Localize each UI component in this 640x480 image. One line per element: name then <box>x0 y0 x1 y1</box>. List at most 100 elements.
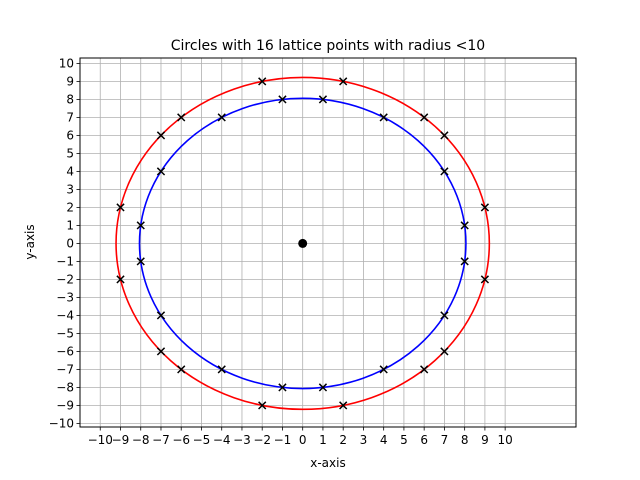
lattice-point-marker <box>156 131 166 140</box>
marker-stroke <box>116 203 125 212</box>
x-tick-label: 10 <box>498 433 513 447</box>
marker-stroke <box>156 167 166 176</box>
y-tick-label: −3 <box>56 291 74 305</box>
y-tick-label: 10 <box>59 57 74 71</box>
x-tick-label: 7 <box>441 433 449 447</box>
marker-stroke <box>258 77 267 86</box>
y-tick-label: −2 <box>56 273 74 287</box>
x-tick-label: −3 <box>233 433 251 447</box>
lattice-point-marker <box>339 77 348 86</box>
marker-stroke <box>136 221 145 230</box>
marker-stroke <box>217 365 226 374</box>
lattice-point-marker <box>420 365 429 374</box>
lattice-point-marker <box>440 167 449 176</box>
x-tick-label: 4 <box>380 433 388 447</box>
marker-stroke <box>460 257 469 266</box>
lattice-point-marker <box>318 383 328 392</box>
marker-stroke <box>440 167 449 176</box>
x-tick-label: −7 <box>152 433 170 447</box>
circle-r2-65 <box>138 97 467 390</box>
marker-stroke <box>339 77 348 86</box>
origin-marker <box>298 238 308 248</box>
x-tick-label: −8 <box>132 433 150 447</box>
x-tick-label: −9 <box>112 433 130 447</box>
lattice-point-marker <box>318 95 328 104</box>
lattice-point-marker <box>156 167 166 176</box>
grid <box>80 58 576 427</box>
marker-stroke <box>278 95 287 104</box>
y-tick-label: 2 <box>66 201 74 215</box>
lattice-point-marker <box>217 365 226 374</box>
marker-stroke <box>339 401 348 410</box>
marker-stroke <box>136 257 145 266</box>
marker-stroke <box>440 311 449 320</box>
y-tick-label: 5 <box>66 147 74 161</box>
y-tick-label: −6 <box>56 345 74 359</box>
marker-stroke <box>440 347 449 356</box>
lattice-point-marker <box>339 401 348 410</box>
y-tick-label: −10 <box>49 417 74 431</box>
x-tick-label: −2 <box>253 433 271 447</box>
y-tick-label: −9 <box>56 399 74 413</box>
lattice-point-marker <box>440 311 449 320</box>
x-tick-label: 0 <box>299 433 307 447</box>
y-tick-label: 7 <box>66 111 74 125</box>
lattice-point-marker <box>217 113 226 122</box>
x-axis-label: x-axis <box>310 456 345 470</box>
lattice-point-marker <box>177 365 186 374</box>
x-tick-label: −10 <box>88 433 113 447</box>
marker-stroke <box>177 365 186 374</box>
marker-stroke <box>258 401 267 410</box>
y-tick-label: 4 <box>66 165 74 179</box>
x-tick-label: 8 <box>461 433 469 447</box>
lattice-point-marker <box>156 347 166 356</box>
axis-ticks: −10−9 −8 −7 −6 −5 −4 −3 −2 −1 0 1 2 3 4 5 6 7 8 9 10−10−9−8… <box>49 57 513 447</box>
x-tick-label: 5 <box>400 433 408 447</box>
lattice-point-marker <box>480 275 490 284</box>
y-tick-label: −8 <box>56 381 74 395</box>
lattice-points <box>116 77 490 410</box>
y-tick-label: 6 <box>66 129 74 143</box>
chart-title: Circles with 16 lattice points with radi… <box>171 38 485 54</box>
lattice-point-marker <box>379 365 388 374</box>
marker-stroke <box>278 383 287 392</box>
lattice-point-marker <box>440 131 449 140</box>
y-axis-label: y-axis <box>23 224 37 259</box>
marker-stroke <box>318 383 328 392</box>
y-tick-label: 9 <box>66 75 74 89</box>
lattice-point-marker <box>420 113 429 122</box>
x-tick-label: −6 <box>172 433 190 447</box>
marker-stroke <box>156 347 166 356</box>
y-tick-label: 1 <box>66 219 74 233</box>
y-tick-label: 0 <box>66 237 74 251</box>
y-tick-label: −5 <box>56 327 74 341</box>
marker-stroke <box>116 275 125 284</box>
marker-stroke <box>156 311 166 320</box>
x-tick-label: 9 <box>481 433 489 447</box>
y-tick-label: −7 <box>56 363 74 377</box>
marker-stroke <box>460 221 469 230</box>
marker-stroke <box>379 113 388 122</box>
marker-stroke <box>420 113 429 122</box>
lattice-point-marker <box>379 113 388 122</box>
lattice-point-marker <box>136 221 145 230</box>
marker-stroke <box>440 131 449 140</box>
lattice-point-marker <box>460 221 469 230</box>
marker-stroke <box>420 365 429 374</box>
lattice-point-marker <box>440 347 449 356</box>
circles <box>115 76 491 411</box>
y-tick-label: 8 <box>66 93 74 107</box>
x-tick-label: 3 <box>360 433 368 447</box>
x-tick-label: 2 <box>339 433 347 447</box>
y-tick-label: −4 <box>56 309 74 323</box>
lattice-point-marker <box>278 95 287 104</box>
x-tick-label: −1 <box>274 433 292 447</box>
x-tick-label: 1 <box>319 433 327 447</box>
lattice-point-marker <box>136 257 145 266</box>
lattice-point-marker <box>258 401 267 410</box>
lattice-point-marker <box>258 77 267 86</box>
lattice-point-marker <box>177 113 186 122</box>
lattice-point-marker <box>480 203 490 212</box>
lattice-point-marker <box>116 275 125 284</box>
